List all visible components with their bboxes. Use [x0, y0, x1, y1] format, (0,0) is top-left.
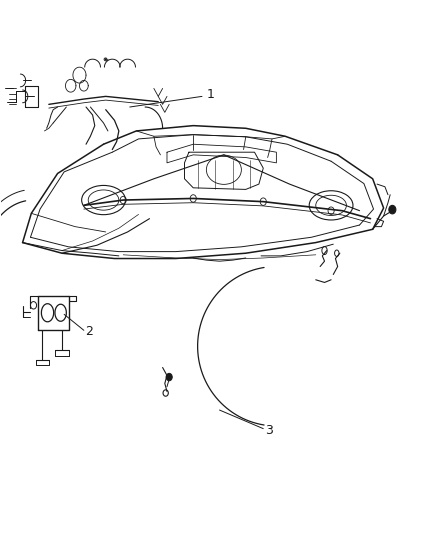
Circle shape	[166, 373, 172, 381]
Text: 2: 2	[85, 325, 93, 338]
Text: 3: 3	[265, 424, 273, 437]
Text: 1: 1	[206, 88, 214, 101]
Circle shape	[388, 205, 395, 214]
